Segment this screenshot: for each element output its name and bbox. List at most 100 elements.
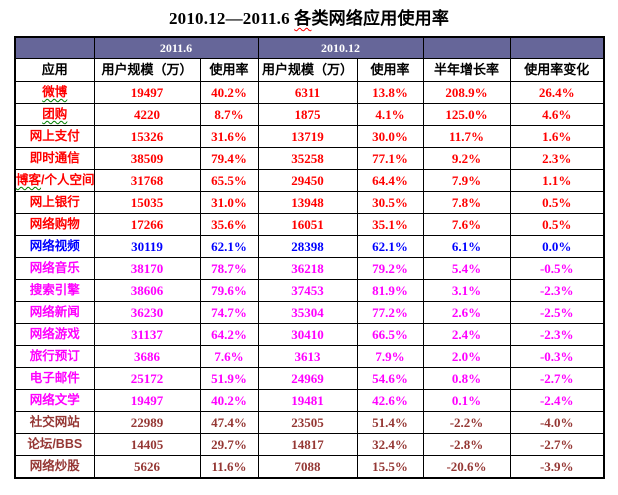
app-name-text: 论坛/BBS — [27, 437, 83, 451]
cell-rate-2010-12: 7.9% — [356, 345, 424, 368]
cell-rate-2010-12: 35.1% — [356, 213, 424, 236]
cell-users-2011-6: 17266 — [93, 213, 201, 236]
cell-users-2011-6: 31768 — [93, 169, 201, 192]
period-header-row: 2011.6 2010.12 — [14, 36, 605, 59]
cell-users-2010-12: 13719 — [257, 125, 358, 148]
title-text-prefix: 2010.12—2011.6 — [168, 9, 295, 28]
usage-table: 2011.6 2010.12 应用 用户规模（万） 使用率 用户规模（万） 使用… — [14, 36, 605, 479]
cell-rate-2010-12: 62.1% — [356, 235, 424, 258]
cell-rate-2011-6: 79.6% — [199, 279, 259, 302]
cell-users-2011-6: 38606 — [93, 279, 201, 302]
cell-users-2011-6: 4220 — [93, 103, 201, 126]
cell-half-year-growth: 3.1% — [422, 279, 511, 302]
cell-rate-2010-12: 64.4% — [356, 169, 424, 192]
cell-rate-2011-6: 79.4% — [199, 147, 259, 170]
cell-app-name: 网络新闻 — [14, 301, 95, 324]
cell-half-year-growth: 7.8% — [422, 191, 511, 214]
cell-users-2010-12: 35258 — [257, 147, 358, 170]
cell-users-2010-12: 6311 — [257, 81, 358, 104]
cell-users-2011-6: 3686 — [93, 345, 201, 368]
document-page: 2010.12—2011.6 各类网络应用使用率 2011.6 2010.12 … — [0, 4, 618, 479]
cell-rate-2011-6: 29.7% — [199, 433, 259, 456]
table-row: 社交网站 22989 47.4% 23505 51.4% -2.2% -4.0% — [14, 411, 605, 434]
app-name-text: 社交网站 — [29, 415, 80, 429]
table-row: 旅行预订 3686 7.6% 3613 7.9% 2.0% -0.3% — [14, 345, 605, 368]
cell-rate-change: -0.3% — [509, 345, 605, 368]
cell-app-name: 团购 — [14, 103, 95, 126]
cell-users-2011-6: 25172 — [93, 367, 201, 390]
cell-rate-2011-6: 62.1% — [199, 235, 259, 258]
table-body: 微博 19497 40.2% 6311 13.8% 208.9% 26.4% 团购 4220 8.… — [14, 81, 605, 479]
cell-rate-2011-6: 47.4% — [199, 411, 259, 434]
cell-users-2011-6: 5626 — [93, 455, 201, 479]
cell-users-2010-12: 14817 — [257, 433, 358, 456]
cell-app-name: 博客/个人空间 — [14, 169, 95, 192]
cell-rate-2011-6: 8.7% — [199, 103, 259, 126]
cell-rate-change: -2.3% — [509, 323, 605, 346]
cell-users-2011-6: 14405 — [93, 433, 201, 456]
title-misspell-underline: 各 — [294, 9, 312, 28]
cell-rate-2011-6: 78.7% — [199, 257, 259, 280]
cell-users-2010-12: 28398 — [257, 235, 358, 258]
header-rate-change: 使用率变化 — [509, 58, 605, 82]
cell-users-2011-6: 36230 — [93, 301, 201, 324]
cell-users-2011-6: 38509 — [93, 147, 201, 170]
app-name-text: 搜索引擎 — [29, 283, 80, 297]
app-name-text: 网络视频 — [29, 239, 80, 253]
cell-rate-change: -2.5% — [509, 301, 605, 324]
app-name-text: 即时通信 — [29, 151, 80, 165]
cell-users-2010-12: 23505 — [257, 411, 358, 434]
cell-rate-2010-12: 79.2% — [356, 257, 424, 280]
cell-rate-2011-6: 40.2% — [199, 81, 259, 104]
cell-rate-2010-12: 32.4% — [356, 433, 424, 456]
cell-app-name: 论坛/BBS — [14, 433, 95, 456]
cell-half-year-growth: -20.6% — [422, 455, 511, 479]
cell-half-year-growth: 0.1% — [422, 389, 511, 412]
cell-users-2011-6: 38170 — [93, 257, 201, 280]
app-name-text: 网络新闻 — [29, 305, 80, 319]
cell-rate-2010-12: 54.6% — [356, 367, 424, 390]
cell-users-2011-6: 19497 — [93, 389, 201, 412]
cell-app-name: 网上支付 — [14, 125, 95, 148]
cell-rate-2010-12: 77.2% — [356, 301, 424, 324]
cell-half-year-growth: 0.8% — [422, 367, 511, 390]
cell-users-2010-12: 35304 — [257, 301, 358, 324]
page-title: 2010.12—2011.6 各类网络应用使用率 — [0, 4, 618, 29]
app-name-text: 旅行预订 — [29, 349, 80, 363]
cell-users-2011-6: 31137 — [93, 323, 201, 346]
cell-app-name: 网上银行 — [14, 191, 95, 214]
cell-rate-2010-12: 81.9% — [356, 279, 424, 302]
cell-rate-change: -2.4% — [509, 389, 605, 412]
cell-rate-2010-12: 30.5% — [356, 191, 424, 214]
cell-users-2010-12: 29450 — [257, 169, 358, 192]
band-cell-empty-change — [509, 36, 605, 59]
cell-rate-2010-12: 51.4% — [356, 411, 424, 434]
cell-rate-2011-6: 7.6% — [199, 345, 259, 368]
app-name-text: 网上银行 — [29, 195, 80, 209]
table-row: 网络游戏 31137 64.2% 30410 66.5% 2.4% -2.3% — [14, 323, 605, 346]
cell-users-2010-12: 16051 — [257, 213, 358, 236]
cell-app-name: 网络音乐 — [14, 257, 95, 280]
cell-users-2010-12: 7088 — [257, 455, 358, 479]
header-half-year-growth: 半年增长率 — [422, 58, 511, 82]
cell-rate-2010-12: 77.1% — [356, 147, 424, 170]
cell-rate-2011-6: 51.9% — [199, 367, 259, 390]
cell-users-2010-12: 1875 — [257, 103, 358, 126]
cell-rate-change: -2.7% — [509, 433, 605, 456]
header-users-2011-6: 用户规模（万） — [93, 58, 201, 82]
cell-half-year-growth: -2.2% — [422, 411, 511, 434]
app-name-text: /个人空间 — [41, 173, 95, 187]
table-row: 网上银行 15035 31.0% 13948 30.5% 7.8% 0.5% — [14, 191, 605, 214]
cell-half-year-growth: 7.9% — [422, 169, 511, 192]
cell-users-2010-12: 24969 — [257, 367, 358, 390]
table-row: 网络音乐 38170 78.7% 36218 79.2% 5.4% -0.5% — [14, 257, 605, 280]
cell-half-year-growth: 9.2% — [422, 147, 511, 170]
cell-rate-2011-6: 31.6% — [199, 125, 259, 148]
cell-app-name: 网络文学 — [14, 389, 95, 412]
cell-rate-2010-12: 30.0% — [356, 125, 424, 148]
cell-half-year-growth: 6.1% — [422, 235, 511, 258]
cell-users-2011-6: 15326 — [93, 125, 201, 148]
cell-rate-2011-6: 11.6% — [199, 455, 259, 479]
cell-rate-change: 0.0% — [509, 235, 605, 258]
cell-rate-change: 2.3% — [509, 147, 605, 170]
